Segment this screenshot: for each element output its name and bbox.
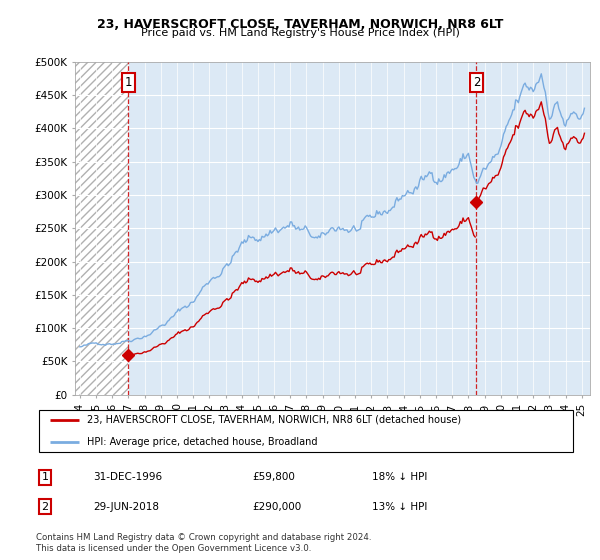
Text: 23, HAVERSCROFT CLOSE, TAVERHAM, NORWICH, NR8 6LT (detached house): 23, HAVERSCROFT CLOSE, TAVERHAM, NORWICH…: [88, 415, 461, 425]
Text: HPI: Average price, detached house, Broadland: HPI: Average price, detached house, Broa…: [88, 437, 318, 447]
Text: 31-DEC-1996: 31-DEC-1996: [93, 472, 162, 482]
Text: 18% ↓ HPI: 18% ↓ HPI: [372, 472, 427, 482]
Text: Contains HM Land Registry data © Crown copyright and database right 2024.: Contains HM Land Registry data © Crown c…: [36, 533, 371, 542]
Text: 29-JUN-2018: 29-JUN-2018: [93, 502, 159, 512]
Text: 2: 2: [473, 76, 480, 90]
Text: 1: 1: [41, 472, 49, 482]
FancyBboxPatch shape: [39, 409, 574, 452]
Text: 1: 1: [125, 76, 132, 90]
Text: Price paid vs. HM Land Registry's House Price Index (HPI): Price paid vs. HM Land Registry's House …: [140, 28, 460, 38]
Bar: [75, 62, 128, 395]
Text: £59,800: £59,800: [252, 472, 295, 482]
Text: 2: 2: [41, 502, 49, 512]
Text: 23, HAVERSCROFT CLOSE, TAVERHAM, NORWICH, NR8 6LT: 23, HAVERSCROFT CLOSE, TAVERHAM, NORWICH…: [97, 18, 503, 31]
Text: £290,000: £290,000: [252, 502, 301, 512]
Text: This data is licensed under the Open Government Licence v3.0.: This data is licensed under the Open Gov…: [36, 544, 311, 553]
Text: 13% ↓ HPI: 13% ↓ HPI: [372, 502, 427, 512]
